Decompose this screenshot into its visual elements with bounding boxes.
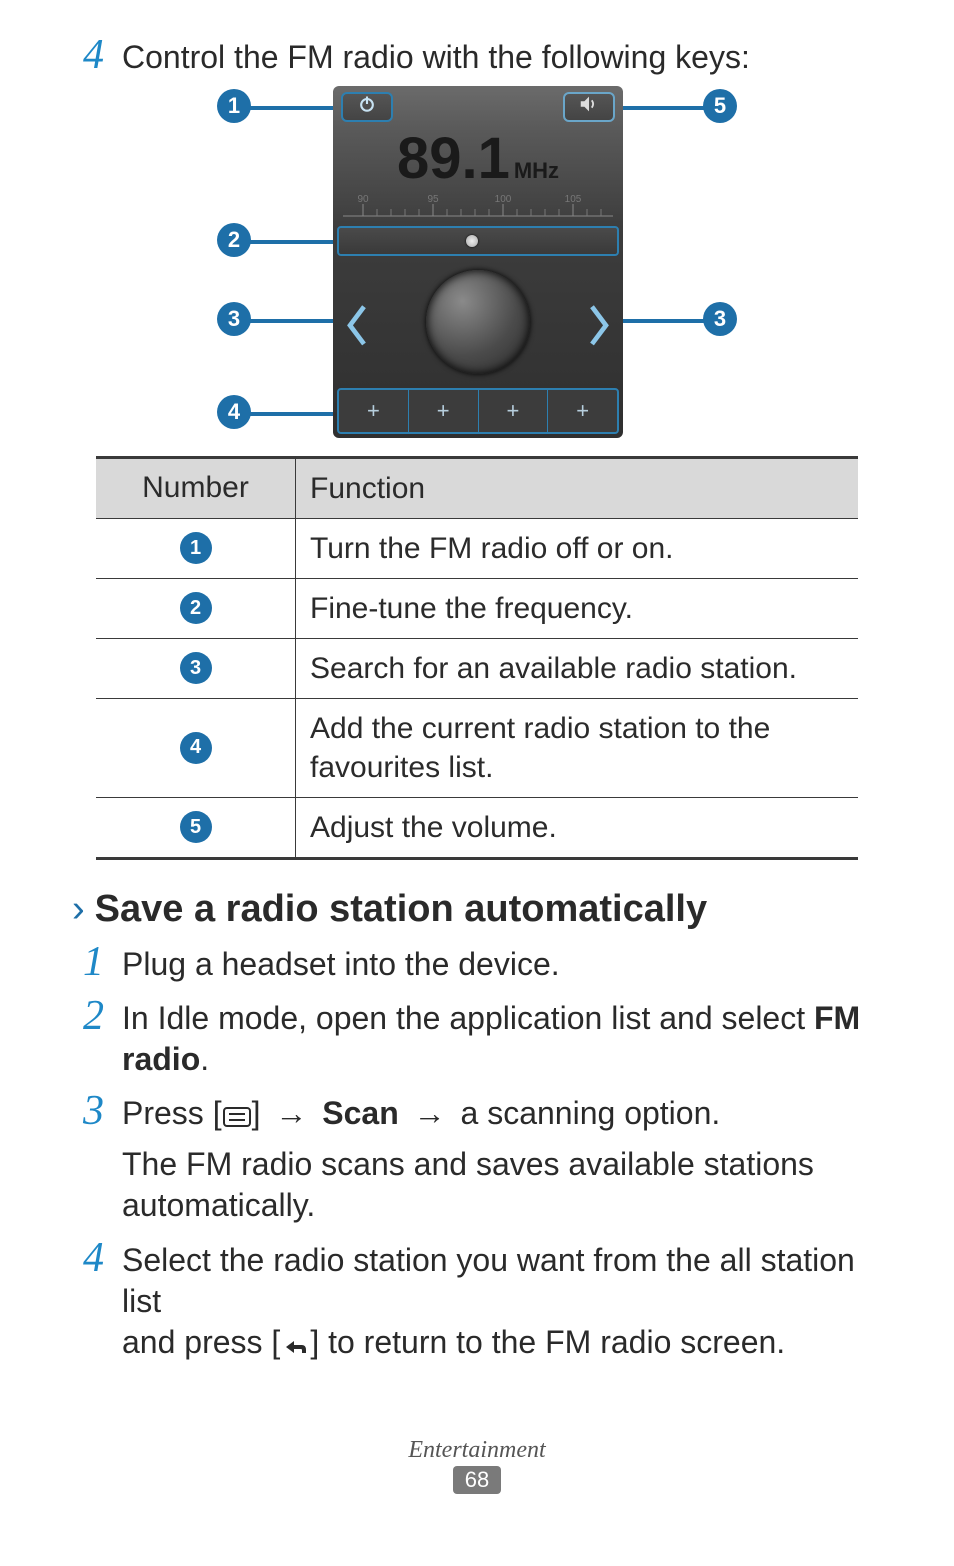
volume-button[interactable] (563, 92, 615, 122)
table-header-row: Number Function (96, 459, 858, 518)
preset-slot[interactable]: + (548, 390, 617, 432)
menu-icon (222, 1097, 252, 1138)
preset-slot[interactable]: + (479, 390, 549, 432)
callout-4: 4 (217, 395, 251, 429)
table-row: 5 Adjust the volume. (96, 797, 858, 857)
volume-icon (578, 93, 600, 120)
step-text: In Idle mode, open the application list … (122, 998, 882, 1080)
step-number: 4 (72, 34, 104, 76)
step-3-sub: The FM radio scans and saves available s… (122, 1144, 882, 1227)
row-badge: 1 (180, 532, 212, 564)
row-function: Add the current radio station to the fav… (296, 699, 858, 797)
step-4-top: 4 Control the FM radio with the followin… (72, 34, 882, 78)
svg-text:100: 100 (495, 194, 512, 205)
step-number: 4 (72, 1237, 104, 1279)
row-badge: 4 (180, 732, 212, 764)
back-icon (280, 1326, 310, 1367)
step-number: 1 (72, 941, 104, 983)
tuning-dial[interactable] (426, 270, 530, 374)
preset-slot[interactable]: + (339, 390, 409, 432)
page-footer: Entertainment 68 (0, 1437, 954, 1494)
section-title: Save a radio station automatically (95, 888, 707, 931)
slider-thumb[interactable] (466, 235, 478, 247)
callout-5: 5 (703, 89, 737, 123)
arrow-icon: → (275, 1095, 307, 1131)
row-badge: 3 (180, 652, 212, 684)
table-row: 1 Turn the FM radio off or on. (96, 518, 858, 578)
preset-row: + + + + (337, 388, 619, 434)
row-function: Search for an available radio station. (296, 639, 858, 698)
power-button[interactable] (341, 92, 393, 122)
frequency-scale: 90 95 100 105 (343, 194, 613, 224)
seek-right[interactable] (585, 302, 613, 342)
row-function: Adjust the volume. (296, 798, 858, 857)
seek-left[interactable] (343, 302, 371, 342)
step-1: 1 Plug a headset into the device. (72, 941, 882, 985)
step-4: 4 Select the radio station you want from… (72, 1237, 882, 1367)
svg-text:90: 90 (357, 194, 369, 205)
arrow-icon: → (414, 1095, 446, 1131)
table-row: 4 Add the current radio station to the f… (96, 698, 858, 797)
callout-3-left: 3 (217, 302, 251, 336)
table-row: 3 Search for an available radio station. (96, 638, 858, 698)
step-2: 2 In Idle mode, open the application lis… (72, 995, 882, 1080)
footer-category: Entertainment (0, 1437, 954, 1464)
step-text: Select the radio station you want from t… (122, 1240, 882, 1367)
step-3: 3 Press [] → Scan → a scanning option. (72, 1090, 882, 1138)
frequency-value: 89.1 (397, 130, 510, 188)
fm-radio-mock: 89.1MHz (333, 86, 623, 438)
step-number: 2 (72, 995, 104, 1037)
table-row: 2 Fine-tune the frequency. (96, 578, 858, 638)
preset-slot[interactable]: + (409, 390, 479, 432)
step-text: Press [] → Scan → a scanning option. (122, 1093, 720, 1138)
chevron-icon: › (72, 890, 85, 928)
fm-radio-figure: 1 5 2 3 3 4 89.1MHz (72, 86, 882, 438)
row-function: Turn the FM radio off or on. (296, 519, 858, 578)
row-function: Fine-tune the frequency. (296, 579, 858, 638)
callout-3-right: 3 (703, 302, 737, 336)
row-badge: 5 (180, 811, 212, 843)
footer-page-number: 68 (453, 1466, 501, 1494)
power-icon (357, 94, 377, 119)
section-header: › Save a radio station automatically (72, 888, 882, 931)
svg-text:95: 95 (427, 194, 439, 205)
frequency-unit: MHz (514, 158, 559, 183)
step-text: Control the FM radio with the following … (122, 37, 750, 78)
col-header-number: Number (96, 459, 296, 518)
step-text: Plug a headset into the device. (122, 944, 560, 985)
step-number: 3 (72, 1090, 104, 1132)
frequency-slider[interactable] (337, 226, 619, 256)
row-badge: 2 (180, 592, 212, 624)
callout-1: 1 (217, 89, 251, 123)
svg-text:105: 105 (565, 194, 582, 205)
col-header-function: Function (296, 459, 858, 518)
callout-2: 2 (217, 223, 251, 257)
function-table: Number Function 1 Turn the FM radio off … (96, 456, 858, 860)
